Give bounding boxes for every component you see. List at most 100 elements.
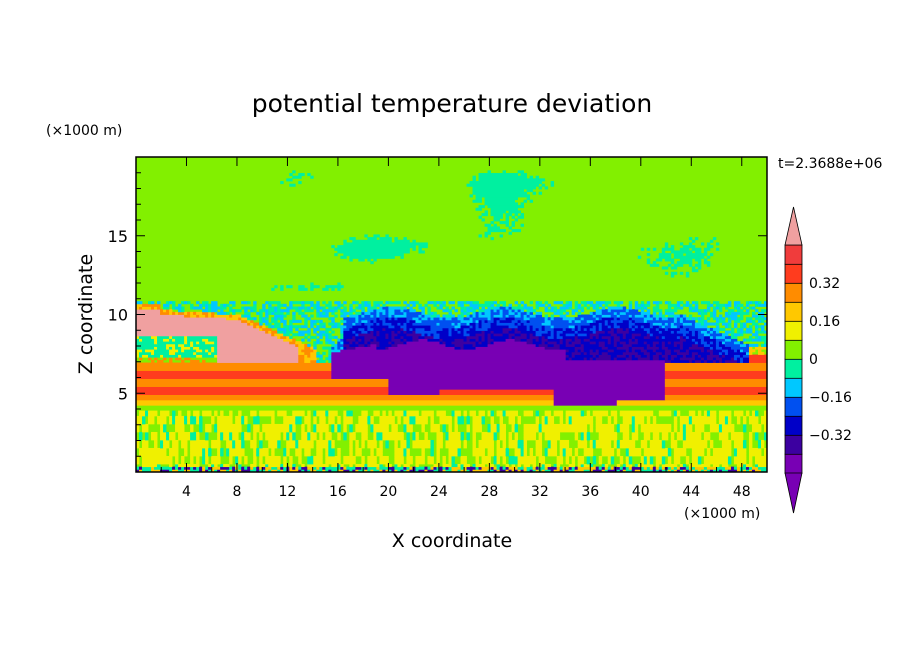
contour-cell xyxy=(694,325,708,329)
contour-cell xyxy=(370,415,374,420)
contour-cell xyxy=(712,463,720,468)
contour-cell xyxy=(196,431,200,436)
contour-cell xyxy=(310,325,314,329)
contour-cell xyxy=(688,330,693,334)
contour-cell xyxy=(184,343,191,347)
contour-cell xyxy=(175,351,194,355)
contour-cell xyxy=(151,359,155,363)
contour-cell xyxy=(664,383,767,387)
contour-cell xyxy=(388,391,440,395)
contour-cell xyxy=(658,317,663,321)
contour-cell xyxy=(547,466,558,470)
contour-cell xyxy=(454,418,458,422)
contour-cell xyxy=(634,301,639,305)
contour-cell xyxy=(670,330,675,334)
contour-cell xyxy=(334,306,338,310)
contour-cell xyxy=(421,426,425,430)
contour-cell xyxy=(577,333,588,337)
contour-cell xyxy=(676,469,681,472)
contour-cell xyxy=(595,314,603,318)
contour-cell xyxy=(724,335,732,339)
contour-cell xyxy=(709,426,720,430)
contour-cell xyxy=(394,309,401,313)
contour-cell xyxy=(409,418,416,422)
contour-cell xyxy=(148,354,161,358)
contour-cell xyxy=(400,442,407,446)
contour-cell xyxy=(403,447,407,452)
contour-cell xyxy=(709,439,714,444)
contour-cell xyxy=(448,429,452,433)
contour-cell xyxy=(535,306,540,310)
contour-cell xyxy=(400,322,404,326)
contour-cell xyxy=(676,413,681,417)
contour-cell xyxy=(295,453,302,457)
contour-cell xyxy=(406,325,431,329)
contour-cell xyxy=(703,309,708,313)
contour-cell xyxy=(232,469,236,472)
contour-cell xyxy=(202,303,206,307)
contour-cell xyxy=(367,330,371,334)
contour-cell xyxy=(568,421,573,425)
contour-cell xyxy=(157,335,170,339)
contour-cell xyxy=(568,418,573,422)
contour-cell xyxy=(685,301,690,305)
contour-cell xyxy=(703,258,708,262)
contour-cell xyxy=(712,335,717,339)
contour-cell xyxy=(478,338,482,342)
contour-cell xyxy=(742,469,747,472)
contour-cell xyxy=(508,309,512,313)
contour-cell xyxy=(280,466,284,470)
contour-cell xyxy=(403,306,407,310)
contour-cell xyxy=(568,319,573,323)
contour-cell xyxy=(619,466,624,470)
contour-cell xyxy=(427,309,431,313)
contour-cell xyxy=(526,327,531,331)
contour-cell xyxy=(301,429,305,433)
contour-cell xyxy=(607,349,615,353)
contour-cell xyxy=(190,421,197,425)
contour-cell xyxy=(238,461,242,465)
contour-cell xyxy=(667,263,672,267)
contour-cell xyxy=(655,461,663,465)
contour-cell xyxy=(577,330,594,334)
contour-cell xyxy=(214,426,218,430)
contour-cell xyxy=(517,461,537,465)
contour-cell xyxy=(187,335,218,339)
contour-cell xyxy=(190,346,194,350)
contour-cell xyxy=(661,330,672,334)
contour-cell xyxy=(184,335,188,339)
contour-cell xyxy=(751,466,759,470)
colorbar-swatch xyxy=(784,415,803,436)
contour-cell xyxy=(478,175,528,179)
contour-cell xyxy=(646,455,651,460)
contour-cell xyxy=(478,234,482,238)
contour-cell xyxy=(367,466,377,470)
contour-cell xyxy=(748,354,767,358)
contour-cell xyxy=(721,445,732,449)
contour-cell xyxy=(508,330,515,334)
contour-cell xyxy=(646,346,660,350)
contour-cell xyxy=(184,421,188,425)
contour-cell xyxy=(595,423,615,428)
contour-cell xyxy=(649,461,654,465)
contour-cell xyxy=(748,335,753,339)
contour-cell xyxy=(670,442,678,446)
contour-cell xyxy=(379,418,395,422)
contour-cell xyxy=(175,346,182,350)
contour-cell xyxy=(217,349,299,353)
contour-cell xyxy=(697,458,702,462)
contour-cell xyxy=(634,319,645,323)
contour-cell xyxy=(487,453,494,457)
contour-cell xyxy=(745,301,750,305)
contour-cell xyxy=(208,351,212,355)
contour-cell xyxy=(361,309,365,313)
contour-cell xyxy=(631,325,636,329)
contour-cell xyxy=(466,429,470,433)
contour-cell xyxy=(340,325,347,329)
contour-cell xyxy=(619,311,627,315)
contour-cell xyxy=(664,359,672,363)
contour-cell xyxy=(634,338,639,342)
contour-cell xyxy=(304,309,314,313)
contour-cell xyxy=(472,311,476,315)
contour-cell xyxy=(436,413,446,417)
